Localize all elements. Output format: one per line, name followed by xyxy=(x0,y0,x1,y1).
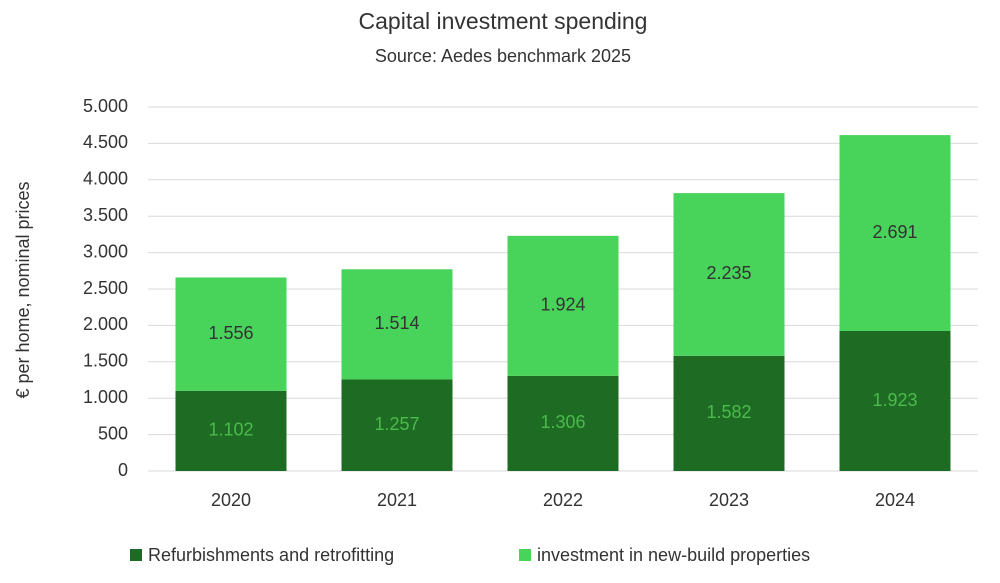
data-label: 1.924 xyxy=(540,295,585,315)
data-label: 1.257 xyxy=(374,414,419,434)
y-tick-label: 1.000 xyxy=(83,387,128,407)
data-label: 1.102 xyxy=(208,420,253,440)
x-tick-label: 2021 xyxy=(377,490,417,510)
y-tick-label: 5.000 xyxy=(83,96,128,116)
data-label: 2.691 xyxy=(872,222,917,242)
data-label: 1.556 xyxy=(208,323,253,343)
y-tick-label: 3.000 xyxy=(83,241,128,261)
x-tick-label: 2024 xyxy=(875,490,915,510)
legend-swatch xyxy=(130,549,142,561)
bar-segment xyxy=(507,235,619,376)
y-tick-label: 2.500 xyxy=(83,278,128,298)
x-tick-label: 2023 xyxy=(709,490,749,510)
bar-segment xyxy=(341,379,453,471)
chart-subtitle: Source: Aedes benchmark 2025 xyxy=(375,46,631,66)
y-tick-label: 4.000 xyxy=(83,169,128,189)
y-tick-label: 500 xyxy=(98,423,128,443)
data-label: 1.923 xyxy=(872,390,917,410)
data-label: 1.514 xyxy=(374,313,419,333)
y-tick-label: 0 xyxy=(118,460,128,480)
bar-segment xyxy=(673,193,785,356)
chart-title: Capital investment spending xyxy=(359,8,648,34)
data-label: 1.306 xyxy=(540,412,585,432)
data-label: 2.235 xyxy=(706,263,751,283)
legend-label: investment in new-build properties xyxy=(537,545,810,565)
legend-swatch xyxy=(519,549,531,561)
bar-segment xyxy=(175,390,287,471)
x-tick-label: 2020 xyxy=(211,490,251,510)
bar-segment xyxy=(341,269,453,380)
y-tick-label: 4.500 xyxy=(83,132,128,152)
x-tick-label: 2022 xyxy=(543,490,583,510)
bar-segment xyxy=(839,331,951,471)
bar-segment xyxy=(175,277,287,391)
legend-label: Refurbishments and retrofitting xyxy=(148,545,394,565)
y-tick-label: 2.000 xyxy=(83,314,128,334)
bar-segment xyxy=(839,135,951,332)
y-axis-label: € per home, nominal prices xyxy=(13,181,33,398)
y-tick-label: 3.500 xyxy=(83,205,128,225)
bar-segment xyxy=(673,355,785,471)
data-label: 1.582 xyxy=(706,402,751,422)
bar-segment xyxy=(507,375,619,471)
y-tick-label: 1.500 xyxy=(83,351,128,371)
